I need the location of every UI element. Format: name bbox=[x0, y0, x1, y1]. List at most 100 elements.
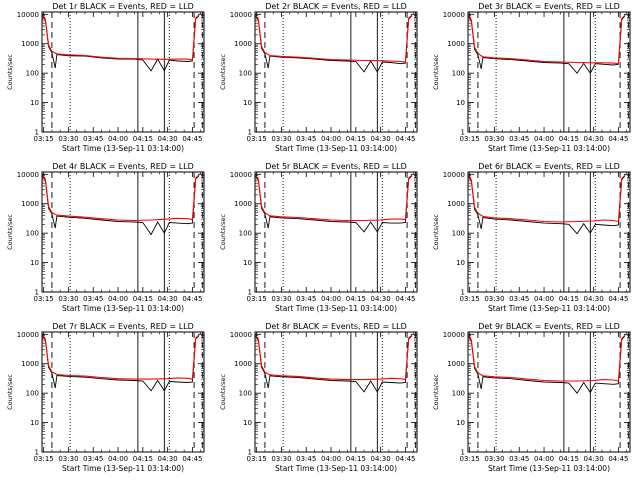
series-line-events bbox=[255, 175, 413, 233]
x-tick-label: 03:30 bbox=[271, 455, 291, 463]
y-tick-label: 1000 bbox=[234, 360, 252, 368]
x-tick-label: 04:30 bbox=[584, 135, 604, 143]
x-tick-label: 04:45 bbox=[182, 455, 202, 463]
x-tick-label: 04:15 bbox=[559, 295, 579, 303]
chart-panel: Det 5r BLACK = Events, RED = LLD Counts/s… bbox=[219, 162, 418, 313]
plot-frame bbox=[467, 331, 631, 453]
x-tick-label: 03:45 bbox=[296, 295, 316, 303]
chart-panel: Det 2r BLACK = Events, RED = LLD Counts/s… bbox=[219, 2, 418, 153]
y-tick-label: 1000 bbox=[21, 40, 39, 48]
x-tick-label: 04:00 bbox=[534, 455, 554, 463]
chart-panel: Det 1r BLACK = Events, RED = LLD Counts/s… bbox=[6, 2, 205, 153]
x-tick-label: 03:30 bbox=[484, 455, 504, 463]
x-tick-label: 04:00 bbox=[108, 135, 128, 143]
x-tick-label: 03:15 bbox=[34, 295, 54, 303]
x-axis-label: Start Time (13-Sep-11 03:14:00) bbox=[488, 464, 610, 473]
series-line-events bbox=[468, 335, 626, 394]
x-tick-label: 04:30 bbox=[584, 455, 604, 463]
y-tick-label: 10000 bbox=[443, 11, 465, 19]
y-tick-label: 100 bbox=[26, 70, 39, 78]
y-tick-label: 1000 bbox=[447, 200, 465, 208]
x-tick-label: 03:45 bbox=[83, 135, 103, 143]
x-tick-label: 03:30 bbox=[271, 135, 291, 143]
series-group bbox=[255, 174, 413, 233]
x-tick-label: 04:30 bbox=[158, 135, 178, 143]
y-axis-label: Counts/sec bbox=[219, 54, 227, 90]
chart-panel: Det 8r BLACK = Events, RED = LLD Counts/s… bbox=[219, 322, 418, 473]
x-tick-label: 04:15 bbox=[559, 135, 579, 143]
y-tick-label: 1 bbox=[35, 449, 39, 457]
x-axis-label: Start Time (13-Sep-11 03:14:00) bbox=[275, 144, 397, 153]
x-tick-label: 03:45 bbox=[83, 295, 103, 303]
x-axis-label: Start Time (13-Sep-11 03:14:00) bbox=[488, 144, 610, 153]
plot-frame bbox=[467, 11, 631, 133]
x-tick-label: 04:00 bbox=[108, 295, 128, 303]
y-tick-label: 1 bbox=[461, 129, 465, 137]
x-tick-label: 04:30 bbox=[158, 455, 178, 463]
y-tick-label: 100 bbox=[239, 230, 252, 238]
chart-title: Det 6r BLACK = Events, RED = LLD bbox=[478, 162, 620, 171]
chart-title: Det 5r BLACK = Events, RED = LLD bbox=[265, 162, 407, 171]
y-tick-label: 10 bbox=[243, 259, 252, 267]
chart-panel: Det 9r BLACK = Events, RED = LLD Counts/s… bbox=[432, 322, 631, 473]
y-tick-label: 1000 bbox=[21, 360, 39, 368]
x-tick-label: 03:15 bbox=[247, 455, 267, 463]
series-line-events bbox=[255, 335, 413, 393]
x-tick-label: 04:30 bbox=[371, 135, 391, 143]
y-tick-label: 10 bbox=[30, 99, 39, 107]
y-tick-label: 10000 bbox=[230, 171, 252, 179]
series-group bbox=[255, 14, 413, 73]
x-tick-label: 04:45 bbox=[608, 455, 628, 463]
y-tick-label: 1000 bbox=[21, 200, 39, 208]
x-tick-label: 04:45 bbox=[395, 295, 415, 303]
series-line-events bbox=[468, 175, 626, 235]
x-tick-label: 04:00 bbox=[108, 455, 128, 463]
chart-title: Det 7r BLACK = Events, RED = LLD bbox=[52, 322, 194, 331]
x-tick-label: 03:15 bbox=[247, 295, 267, 303]
x-tick-label: 03:30 bbox=[58, 455, 78, 463]
x-tick-label: 04:45 bbox=[182, 135, 202, 143]
x-tick-label: 04:15 bbox=[346, 135, 366, 143]
series-line-lld bbox=[468, 334, 626, 382]
x-tick-label: 03:30 bbox=[58, 135, 78, 143]
series-line-lld bbox=[468, 174, 626, 223]
y-axis-label: Counts/sec bbox=[432, 214, 440, 250]
chart-panel: Det 7r BLACK = Events, RED = LLD Counts/s… bbox=[6, 322, 205, 473]
x-tick-label: 03:15 bbox=[34, 135, 54, 143]
x-tick-label: 04:15 bbox=[559, 455, 579, 463]
x-axis-label: Start Time (13-Sep-11 03:14:00) bbox=[275, 464, 397, 473]
y-tick-label: 10000 bbox=[17, 171, 39, 179]
x-tick-label: 03:15 bbox=[460, 455, 480, 463]
x-tick-label: 04:15 bbox=[133, 455, 153, 463]
y-axis-label: Counts/sec bbox=[219, 374, 227, 410]
y-tick-label: 10000 bbox=[230, 331, 252, 339]
x-tick-label: 04:00 bbox=[321, 135, 341, 143]
series-line-lld bbox=[42, 174, 200, 222]
y-tick-label: 100 bbox=[452, 70, 465, 78]
series-line-lld bbox=[255, 14, 413, 63]
y-tick-label: 100 bbox=[26, 390, 39, 398]
chart-panel: Det 4r BLACK = Events, RED = LLD Counts/s… bbox=[6, 162, 205, 313]
y-tick-label: 100 bbox=[239, 390, 252, 398]
x-tick-label: 03:45 bbox=[83, 455, 103, 463]
x-tick-label: 03:30 bbox=[271, 295, 291, 303]
y-axis-label: Counts/sec bbox=[6, 214, 14, 250]
series-line-events bbox=[468, 15, 626, 75]
x-tick-label: 03:45 bbox=[296, 135, 316, 143]
y-tick-label: 1 bbox=[248, 449, 252, 457]
x-tick-label: 04:45 bbox=[395, 455, 415, 463]
y-tick-label: 1 bbox=[461, 289, 465, 297]
y-axis-label: Counts/sec bbox=[219, 214, 227, 250]
x-axis-label: Start Time (13-Sep-11 03:14:00) bbox=[488, 304, 610, 313]
x-tick-label: 04:15 bbox=[346, 295, 366, 303]
series-line-events bbox=[42, 335, 200, 392]
y-tick-label: 1000 bbox=[447, 40, 465, 48]
plot-frame bbox=[41, 331, 205, 453]
x-tick-label: 04:00 bbox=[534, 135, 554, 143]
x-tick-label: 03:30 bbox=[484, 295, 504, 303]
plot-frame bbox=[254, 331, 418, 453]
x-axis-label: Start Time (13-Sep-11 03:14:00) bbox=[62, 144, 184, 153]
x-tick-label: 04:00 bbox=[534, 295, 554, 303]
y-tick-label: 100 bbox=[239, 70, 252, 78]
